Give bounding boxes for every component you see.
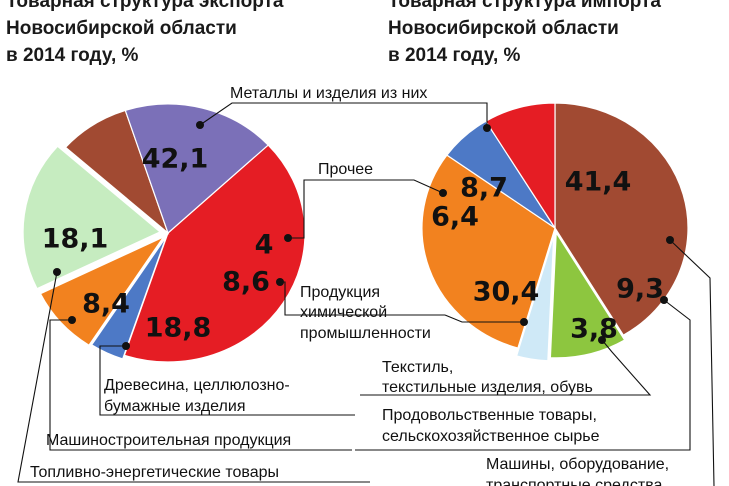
marker-machinery <box>666 236 674 244</box>
export-value-metals: 42,1 <box>142 144 209 175</box>
marker-machinebuilding <box>68 316 76 324</box>
leader-food <box>355 299 691 451</box>
leader-fuel <box>17 271 370 483</box>
import-slice-chemical <box>421 154 556 349</box>
category-labels: Металлы и изделия из них Прочее Продукци… <box>30 85 669 486</box>
import-slice-machinery <box>554 102 689 336</box>
export-title-line-2: Новосибирской области <box>6 18 237 39</box>
export-value-machinebuilding: 8,4 <box>82 289 130 320</box>
label-other: Прочее <box>318 161 373 178</box>
import-title-line-2: Новосибирской области <box>388 18 619 39</box>
leader-machinebuilding <box>49 319 352 451</box>
leader-lines <box>17 102 715 486</box>
import-value-textile: 3,8 <box>570 314 618 345</box>
export-value-chemical: 8,6 <box>222 267 270 298</box>
marker-metals-import <box>483 124 491 132</box>
import-title-line-1: Товарная структура импорта <box>388 0 661 12</box>
import-value-metals: 8,7 <box>460 173 508 204</box>
import-title: Товарная структура импорта Новосибирской… <box>388 0 661 66</box>
leader-textile <box>360 339 652 396</box>
export-value-wood: 18,8 <box>145 313 212 344</box>
import-slice-metals <box>485 102 556 231</box>
label-chemical-line-2: химической <box>300 304 387 321</box>
leader-wood <box>99 345 355 416</box>
import-value-chemical: 30,4 <box>473 277 540 308</box>
export-slice-other <box>90 236 167 360</box>
label-fuel: Топливно-энергетические товары <box>30 464 279 481</box>
label-wood-line-2: бумажные изделия <box>104 398 245 415</box>
export-slice-metals <box>123 144 306 363</box>
export-title-line-3: в 2014 году, % <box>6 45 139 66</box>
label-textile-line-2: текстильные изделия, обувь <box>382 379 593 396</box>
label-machinebuilding: Машиностроительная продукция <box>46 432 291 449</box>
marker-food <box>660 296 668 304</box>
marker-chemical-import <box>520 318 528 326</box>
leader-machinery <box>669 239 715 486</box>
marker-chemical-export <box>276 278 284 286</box>
export-slice-fuel <box>124 103 270 235</box>
import-title-line-3: в 2014 году, % <box>388 45 521 66</box>
leader-chemical-import <box>444 314 524 323</box>
marker-other-import <box>439 189 447 197</box>
label-chemical-line-1: Продукция <box>300 284 380 301</box>
leader-other-export <box>288 179 444 239</box>
marker-wood <box>122 342 130 350</box>
label-textile-line-1: Текстиль, <box>382 359 453 376</box>
import-value-food: 9,3 <box>616 274 664 305</box>
label-wood-line-1: Древесина, целлюлозно- <box>104 377 290 394</box>
import-slice-textile <box>515 235 555 362</box>
import-value-other: 6,4 <box>431 202 479 233</box>
label-machinery-line-2: транспортные средства <box>486 477 663 486</box>
export-title: Товарная структура экспорта Новосибирско… <box>6 0 284 66</box>
slice-value-labels: 42,1 4 8,6 18,8 8,4 18,1 41,4 9,3 3,8 30,4 6,48,7 <box>42 144 664 345</box>
marker-metals-export <box>196 121 204 129</box>
import-slice-food <box>549 230 626 359</box>
marker-fuel <box>53 268 61 276</box>
label-chemical-line-3: промышленности <box>300 325 431 342</box>
export-slice-wood <box>22 145 162 290</box>
export-value-other: 4 <box>255 230 274 261</box>
import-value-machinery: 41,4 <box>565 167 632 198</box>
label-food-line-1: Продовольственные товары, <box>382 407 597 424</box>
import-pie <box>421 102 689 362</box>
label-food-line-2: сельскохозяйственное сырье <box>382 428 600 445</box>
leader-metals-export <box>199 102 458 126</box>
label-metals: Металлы и изделия из них <box>230 85 427 102</box>
label-machinery-line-1: Машины, оборудование, <box>486 456 669 473</box>
export-value-fuel: 18,1 <box>42 224 109 255</box>
marker-other-export <box>284 234 292 242</box>
leader-metals-import <box>458 102 488 128</box>
export-title-line-1: Товарная структура экспорта <box>6 0 284 12</box>
marker-textile <box>598 336 606 344</box>
